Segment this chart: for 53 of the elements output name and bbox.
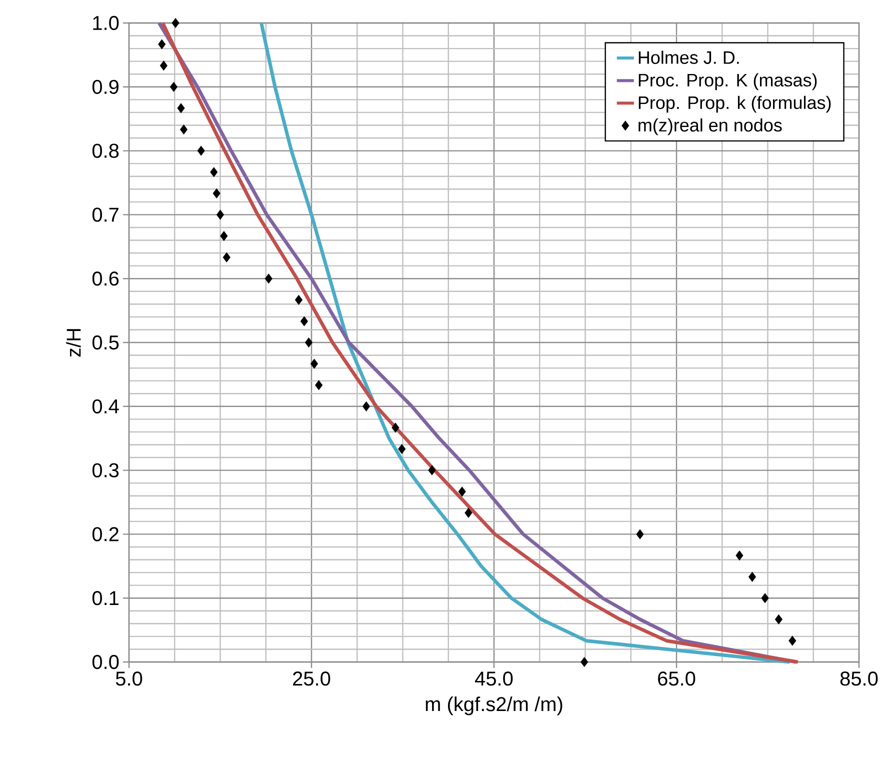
- point: [210, 167, 218, 178]
- x-tick-label: 45.0: [474, 672, 513, 686]
- point: [748, 572, 756, 582]
- point: [761, 593, 769, 604]
- point: [216, 210, 224, 220]
- point: [212, 188, 220, 198]
- legend-label: Proc. Prop. K (masas): [638, 73, 817, 90]
- y-tick-label: 0.6: [92, 272, 119, 286]
- point: [220, 230, 228, 242]
- y-tick-label: 0.4: [92, 399, 119, 414]
- point: [362, 401, 370, 412]
- point: [222, 252, 230, 262]
- y-tick-label: 0.2: [92, 527, 118, 542]
- point: [636, 529, 644, 540]
- point: [197, 146, 205, 156]
- x-tick-label: 25.0: [293, 672, 330, 686]
- point: [300, 316, 308, 326]
- point: [464, 508, 472, 518]
- point: [458, 486, 466, 497]
- legend-label: Prop. Prop. k (formulas): [638, 96, 831, 113]
- point: [428, 465, 436, 476]
- point: [180, 124, 188, 135]
- point: [158, 39, 166, 50]
- point: [310, 358, 318, 369]
- y-tick-label: 0.8: [92, 144, 119, 158]
- point: [264, 274, 272, 284]
- point: [160, 60, 168, 71]
- point: [398, 444, 406, 454]
- point: [304, 337, 313, 348]
- x-axis-title: m (kgf.s2/m /m): [426, 696, 562, 716]
- x-tick-label: 5.0: [116, 672, 142, 686]
- legend-label: m(z)real en nodos: [638, 118, 782, 136]
- y-tick-label: 0.9: [92, 80, 119, 94]
- y-tick-label: 1.0: [93, 16, 119, 30]
- point: [736, 550, 744, 561]
- y-tick-label: 0.1: [92, 591, 118, 606]
- legend-label: Holmes J. D.: [638, 50, 739, 64]
- point: [170, 82, 178, 92]
- y-axis-title: z/H: [66, 329, 81, 357]
- point: [392, 422, 400, 433]
- y-tick-label: 0.7: [92, 208, 118, 222]
- point: [294, 294, 303, 305]
- y-tick-label: 0.5: [92, 335, 119, 350]
- point: [580, 656, 588, 668]
- y-tick-label: 0.3: [92, 463, 119, 478]
- point: [788, 636, 796, 646]
- x-tick-label: 85.0: [840, 672, 878, 686]
- y-tick-label: 0.0: [92, 654, 119, 670]
- point: [314, 380, 323, 390]
- point: [172, 18, 180, 28]
- x-tick-label: 65.0: [658, 672, 696, 686]
- point: [177, 103, 185, 114]
- point: [774, 614, 783, 624]
